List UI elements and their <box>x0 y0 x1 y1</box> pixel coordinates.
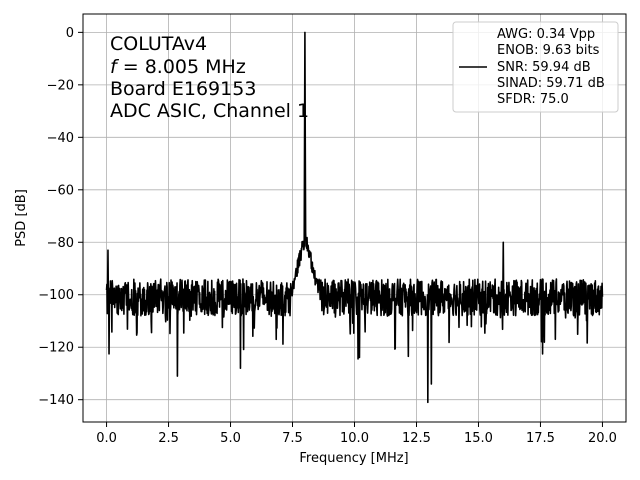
x-tick-label: 10.0 <box>340 431 369 446</box>
x-tick-label: 0.0 <box>96 431 117 446</box>
y-tick-label: −140 <box>38 393 74 408</box>
legend-entry-sinad: SINAD: 59.71 dB <box>497 76 605 91</box>
y-axis-title: PSD [dB] <box>14 189 29 247</box>
y-tick-label: −40 <box>47 131 74 146</box>
x-tick-label: 7.5 <box>282 431 303 446</box>
annotation-frequency-value: = 8.005 MHz <box>117 56 246 78</box>
y-tick-label: −120 <box>38 341 74 356</box>
x-tick-label: 2.5 <box>158 431 179 446</box>
y-tick-label: −100 <box>38 288 74 303</box>
x-tick-label: 12.5 <box>402 431 431 446</box>
legend-entry-sfdr: SFDR: 75.0 <box>497 92 569 107</box>
legend: AWG: 0.34 Vpp ENOB: 9.63 bits SNR: 59.94… <box>452 21 619 113</box>
y-tick-label: −60 <box>47 183 74 198</box>
annotation-line-frequency: f = 8.005 MHz <box>110 56 246 78</box>
y-tick-label: 0 <box>66 26 74 41</box>
annotation-frequency-symbol: f <box>110 56 120 78</box>
x-tick-label: 5.0 <box>220 431 241 446</box>
axis-ticks: 0.0 2.5 5.0 7.5 10.0 12.5 15.0 17.5 20.0 0 −20 −40 −… <box>38 26 617 446</box>
annotation-line-chip: COLUTAv4 <box>110 33 207 55</box>
legend-entry-snr: SNR: 59.94 dB <box>497 60 591 75</box>
legend-box <box>452 21 619 113</box>
x-tick-label: 20.0 <box>588 431 617 446</box>
psd-series-line <box>105 31 604 404</box>
legend-entry-enob: ENOB: 9.63 bits <box>497 43 600 58</box>
annotation-line-channel: ADC ASIC, Channel 1 <box>110 100 309 122</box>
annotation-block: COLUTAv4 f = 8.005 MHz Board E169153 ADC… <box>110 33 309 122</box>
grid-lines <box>83 14 626 422</box>
x-tick-label: 17.5 <box>526 431 555 446</box>
x-tick-label: 15.0 <box>464 431 493 446</box>
x-axis-title: Frequency [MHz] <box>299 451 408 466</box>
legend-entry-awg: AWG: 0.34 Vpp <box>497 27 595 42</box>
y-tick-label: −20 <box>47 78 74 93</box>
y-tick-label: −80 <box>47 236 74 251</box>
annotation-line-board: Board E169153 <box>110 78 256 100</box>
